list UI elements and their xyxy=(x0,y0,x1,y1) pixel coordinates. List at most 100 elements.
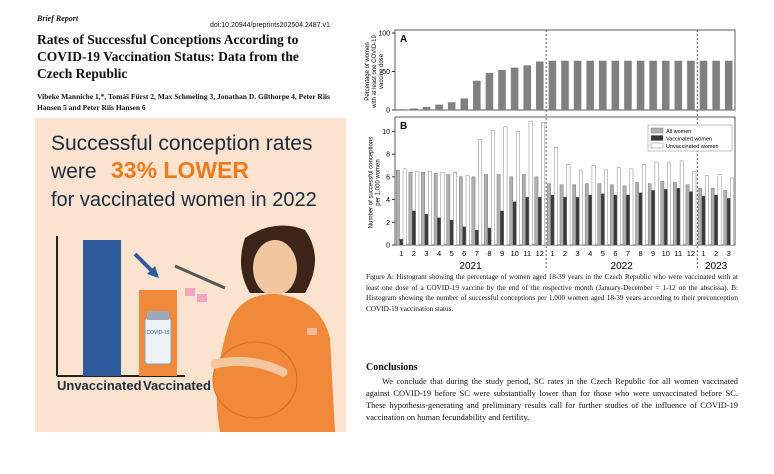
bar xyxy=(642,164,646,246)
bar xyxy=(553,147,558,246)
x-tick-label: 4 xyxy=(437,249,441,258)
conclusions-text: We conclude that during the study period… xyxy=(366,377,738,422)
bar xyxy=(410,108,418,110)
bar xyxy=(689,191,693,246)
illustration-bar xyxy=(83,240,121,376)
x-tick-label: 2 xyxy=(714,249,718,258)
bar xyxy=(584,183,589,246)
vial-cap xyxy=(147,311,169,320)
bar xyxy=(663,189,668,246)
legend-swatch xyxy=(650,142,664,149)
legend-label: All women xyxy=(666,129,691,135)
x-tick-label: 3 xyxy=(424,249,428,258)
bar xyxy=(521,174,526,246)
bar xyxy=(547,183,551,246)
bar xyxy=(484,174,488,246)
x-tick-label: 10 xyxy=(510,249,518,258)
bar xyxy=(624,60,632,110)
x-tick-label: 6 xyxy=(613,249,617,258)
bar xyxy=(586,60,594,110)
bar xyxy=(600,193,605,246)
y-tick-label: 100 xyxy=(378,31,390,38)
bar xyxy=(599,60,607,110)
bar xyxy=(396,169,400,246)
bar xyxy=(534,176,539,246)
x-tick-label: 12 xyxy=(536,249,544,258)
x-tick-label: 8 xyxy=(638,249,642,258)
bar xyxy=(509,176,514,246)
bar xyxy=(550,194,555,246)
bar xyxy=(536,61,544,110)
bar xyxy=(491,130,495,246)
bar xyxy=(453,172,457,246)
bar xyxy=(433,173,438,246)
bar xyxy=(402,168,407,246)
bar xyxy=(726,198,731,246)
bar xyxy=(399,239,404,246)
legend-swatch xyxy=(650,127,664,134)
bar xyxy=(523,65,531,110)
bar-label: Unvaccinated xyxy=(57,378,142,393)
bar xyxy=(447,102,456,110)
bar xyxy=(541,122,546,246)
y-tick-label: 4 xyxy=(386,197,390,204)
x-group-label: 2022 xyxy=(611,261,634,270)
bar xyxy=(676,187,681,246)
arrow-head xyxy=(147,266,159,278)
bar xyxy=(516,131,520,246)
legend-label: Vaccinated women xyxy=(666,137,712,143)
bar xyxy=(496,174,501,246)
bar xyxy=(512,201,517,246)
legend-swatch xyxy=(650,135,664,141)
droplet xyxy=(185,288,195,296)
y-tick-label: 50 xyxy=(382,69,390,76)
x-tick-label: 3 xyxy=(576,249,580,258)
bar xyxy=(724,60,733,110)
bar xyxy=(723,190,728,246)
panel-label: B xyxy=(400,121,407,132)
conclusions-heading: Conclusions xyxy=(366,362,418,373)
bar xyxy=(525,197,530,246)
bar xyxy=(685,184,690,246)
bar xyxy=(649,60,657,110)
bar xyxy=(510,67,519,110)
bar xyxy=(465,175,470,246)
vial-label: COVID-19 xyxy=(146,330,169,336)
bar xyxy=(459,176,463,246)
bar xyxy=(674,60,683,110)
bar xyxy=(610,184,614,246)
syringe xyxy=(174,264,226,290)
x-tick-label: 3 xyxy=(727,249,731,258)
y-axis-label: vaccine dose xyxy=(379,53,385,89)
bar xyxy=(548,60,557,110)
bar xyxy=(616,167,621,246)
figure-caption: Figure A: Histogram showing the percenta… xyxy=(366,273,738,313)
y-tick-label: 2 xyxy=(386,220,390,227)
doi: doi:10.20944/preprints202504.2487.v1 xyxy=(210,22,330,29)
y-tick-label: 0 xyxy=(386,243,390,250)
x-tick-label: 1 xyxy=(701,249,705,258)
x-group-label: 2023 xyxy=(705,261,728,270)
legend-label: Unvaccinated women xyxy=(666,144,719,150)
face xyxy=(253,240,297,296)
droplet xyxy=(197,294,207,302)
bar xyxy=(446,174,451,246)
bar xyxy=(487,227,492,246)
bar xyxy=(408,172,413,246)
belly xyxy=(212,341,298,419)
x-tick-label: 8 xyxy=(487,249,491,258)
vial xyxy=(144,317,172,365)
y-tick-label: 6 xyxy=(386,174,390,181)
x-tick-label: 7 xyxy=(475,249,479,258)
bar xyxy=(437,217,441,246)
y-axis-label: with at least one COVID-19 xyxy=(372,34,378,108)
info-highlight: 33% LOWER xyxy=(111,157,249,183)
bar xyxy=(498,69,506,110)
x-tick-label: 4 xyxy=(588,249,592,258)
bar xyxy=(626,194,630,246)
bar xyxy=(647,183,652,246)
info-line2: were xyxy=(50,160,97,183)
bar xyxy=(661,60,670,110)
x-tick-label: 2 xyxy=(412,249,416,258)
info-line1: Successful conception rates xyxy=(51,132,312,155)
